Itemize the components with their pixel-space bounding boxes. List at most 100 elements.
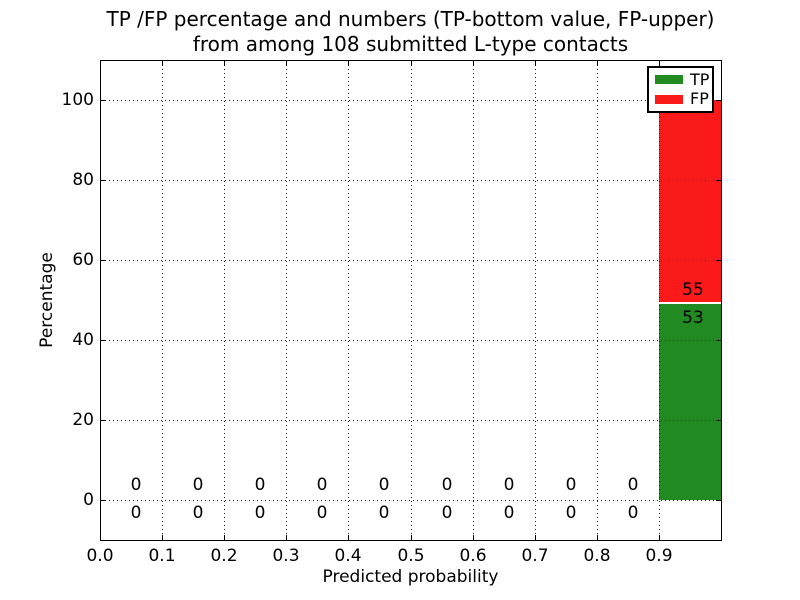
zero-count-label-tp: 0 xyxy=(192,503,204,523)
legend: TP FP xyxy=(647,66,714,113)
gridline-v xyxy=(473,61,474,539)
zero-count-label-fp: 0 xyxy=(503,475,515,495)
zero-count-label-tp: 0 xyxy=(441,503,453,523)
legend-item-tp: TP xyxy=(655,69,712,89)
x-axis-label: Predicted probability xyxy=(322,567,499,587)
zero-count-label-tp: 0 xyxy=(503,503,515,523)
y-tick-mark xyxy=(716,100,721,101)
zero-count-label-tp: 0 xyxy=(627,503,639,523)
zero-count-label-tp: 0 xyxy=(316,503,328,523)
gridline-h xyxy=(101,420,720,421)
y-tick-mark xyxy=(101,420,106,421)
y-tick-mark xyxy=(716,340,721,341)
y-tick-label: 60 xyxy=(72,250,94,270)
x-tick-mark xyxy=(473,535,474,540)
x-tick-mark xyxy=(224,535,225,540)
x-tick-mark xyxy=(597,61,598,66)
x-tick-label: 0.3 xyxy=(272,546,300,566)
x-tick-mark xyxy=(535,535,536,540)
x-tick-label: 0.6 xyxy=(459,546,487,566)
x-tick-mark xyxy=(162,535,163,540)
x-tick-mark xyxy=(100,61,101,66)
x-tick-label: 0.2 xyxy=(210,546,238,566)
bar-segment-divider xyxy=(659,302,721,304)
y-tick-label: 80 xyxy=(72,170,94,190)
x-tick-mark xyxy=(659,535,660,540)
y-tick-mark xyxy=(101,500,106,501)
chart-title-line1: TP /FP percentage and numbers (TP-bottom… xyxy=(106,7,715,31)
x-tick-mark xyxy=(473,61,474,66)
x-tick-mark xyxy=(286,61,287,66)
zero-count-label-fp: 0 xyxy=(627,475,639,495)
y-tick-mark xyxy=(101,100,106,101)
gridline-v xyxy=(162,61,163,539)
gridline-v xyxy=(348,61,349,539)
zero-count-label-tp: 0 xyxy=(130,503,142,523)
x-tick-mark xyxy=(348,61,349,66)
zero-count-label-fp: 0 xyxy=(254,475,266,495)
x-tick-mark xyxy=(411,535,412,540)
gridline-v xyxy=(224,61,225,539)
bar-value-label-tp: 53 xyxy=(682,308,704,328)
zero-count-label-fp: 0 xyxy=(192,475,204,495)
legend-label-tp: TP xyxy=(690,69,710,89)
bar-segment-tp xyxy=(659,304,721,500)
bar-segment-fp xyxy=(659,100,721,304)
zero-count-label-fp: 0 xyxy=(378,475,390,495)
x-tick-mark xyxy=(721,535,722,540)
y-tick-mark xyxy=(716,260,721,261)
y-tick-mark xyxy=(101,180,106,181)
spine-right xyxy=(721,60,722,541)
gridline-h xyxy=(101,100,720,101)
zero-count-label-fp: 0 xyxy=(565,475,577,495)
x-tick-mark xyxy=(286,535,287,540)
y-tick-label: 0 xyxy=(83,490,94,510)
spine-left xyxy=(100,60,101,541)
gridline-h xyxy=(101,260,720,261)
spine-top xyxy=(100,60,722,61)
gridline-v xyxy=(659,61,660,539)
y-tick-mark xyxy=(101,260,106,261)
x-tick-mark xyxy=(162,61,163,66)
x-tick-label: 0.4 xyxy=(334,546,362,566)
legend-label-fp: FP xyxy=(690,89,709,109)
y-tick-mark xyxy=(716,500,721,501)
gridline-v xyxy=(286,61,287,539)
zero-count-label-tp: 0 xyxy=(565,503,577,523)
bar-value-label-fp: 55 xyxy=(682,280,704,300)
tp-swatch-icon xyxy=(655,75,683,85)
x-tick-mark xyxy=(597,535,598,540)
y-tick-mark xyxy=(716,180,721,181)
gridline-h xyxy=(101,500,720,501)
zero-count-label-tp: 0 xyxy=(378,503,390,523)
y-tick-mark xyxy=(101,340,106,341)
x-tick-label: 0.0 xyxy=(86,546,114,566)
x-tick-mark xyxy=(224,61,225,66)
gridline-h xyxy=(101,180,720,181)
spine-bottom xyxy=(100,540,722,541)
chart-title-line2: from among 108 submitted L-type contacts xyxy=(192,32,629,56)
gridline-v xyxy=(411,61,412,539)
gridline-v xyxy=(597,61,598,539)
zero-count-label-tp: 0 xyxy=(254,503,266,523)
y-tick-label: 100 xyxy=(61,90,94,110)
y-tick-mark xyxy=(716,420,721,421)
x-tick-mark xyxy=(659,61,660,66)
zero-count-label-fp: 0 xyxy=(130,475,142,495)
x-tick-mark xyxy=(348,535,349,540)
x-tick-label: 0.8 xyxy=(583,546,611,566)
x-tick-label: 0.9 xyxy=(645,546,673,566)
zero-count-label-fp: 0 xyxy=(316,475,328,495)
y-tick-label: 20 xyxy=(72,410,94,430)
x-tick-label: 0.1 xyxy=(148,546,176,566)
gridline-h xyxy=(101,340,720,341)
legend-item-fp: FP xyxy=(655,91,712,107)
x-tick-mark xyxy=(100,535,101,540)
gridline-v xyxy=(535,61,536,539)
chart-title: TP /FP percentage and numbers (TP-bottom… xyxy=(100,7,721,57)
x-tick-mark xyxy=(535,61,536,66)
x-tick-mark xyxy=(721,61,722,66)
y-tick-label: 40 xyxy=(72,330,94,350)
